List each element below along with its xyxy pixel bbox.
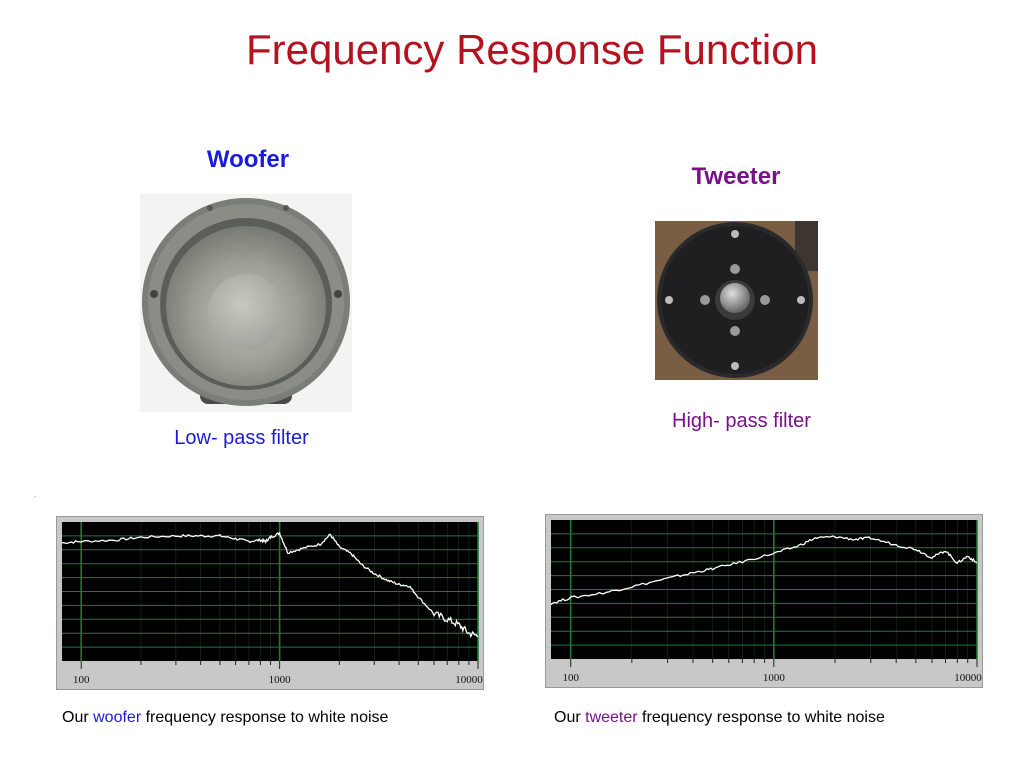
tweeter-caption-suffix: frequency response to white noise (637, 709, 885, 726)
tweeter-heading: Tweeter (691, 163, 781, 190)
low-pass-filter-label: Low- pass filter (174, 427, 309, 449)
woofer-caption-highlight: woofer (93, 709, 142, 726)
decorative-mark: - (34, 494, 36, 500)
tweeter-response-plot: 100 1000 10000 (550, 520, 982, 684)
woofer-image (140, 194, 352, 412)
page-title: Frequency Response Function (246, 26, 818, 73)
x-tick-label: 1000 (269, 674, 292, 686)
tweeter-image (655, 221, 818, 380)
woofer-caption-prefix: Our (62, 709, 94, 726)
x-tick-label: 100 (73, 674, 90, 686)
woofer-response-plot: 100 1000 10000 (61, 522, 483, 686)
woofer-caption-suffix: frequency response to white noise (141, 709, 389, 726)
x-tick-label: 10000 (954, 672, 982, 684)
tweeter-caption-prefix: Our (554, 709, 586, 726)
response-trace (550, 535, 978, 606)
tweeter-caption: Our tweeter frequency response to white … (554, 709, 885, 727)
high-pass-filter-label: High- pass filter (672, 410, 811, 432)
woofer-heading: Woofer (206, 146, 290, 173)
x-tick-label: 100 (562, 672, 579, 684)
x-tick-label: 10000 (455, 674, 483, 686)
response-trace (61, 531, 479, 639)
tweeter-response-chart: 100 1000 10000 (545, 514, 983, 688)
tweeter-caption-highlight: tweeter (585, 709, 638, 726)
woofer-caption: Our woofer frequency response to white n… (62, 709, 388, 727)
woofer-response-chart: 100 1000 10000 (56, 516, 484, 690)
x-tick-label: 1000 (763, 672, 786, 684)
